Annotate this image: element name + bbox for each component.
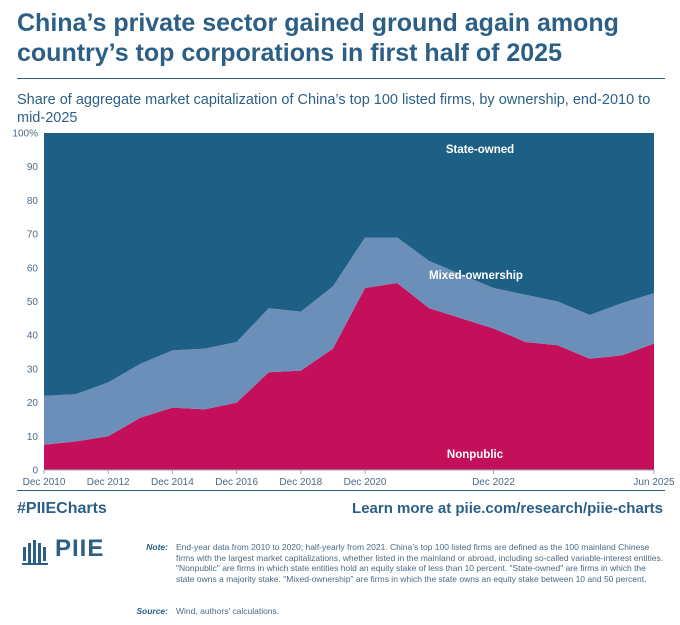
note-text: End-year data from 2010 to 2020; half-ye… bbox=[176, 542, 664, 584]
x-tick-label: Dec 2022 bbox=[472, 477, 515, 488]
area-state-owned bbox=[44, 133, 654, 396]
piie-logo-icon bbox=[22, 540, 48, 565]
piie-logo-text: PIIE bbox=[55, 535, 105, 562]
y-tick-label: 0 bbox=[32, 466, 38, 477]
y-tick-label: 90 bbox=[27, 162, 39, 173]
y-tick-label: 50 bbox=[27, 297, 39, 308]
x-tick-label: Dec 2012 bbox=[87, 477, 130, 488]
y-tick-label: 40 bbox=[27, 331, 39, 342]
y-tick-label: 60 bbox=[27, 263, 39, 274]
y-tick-label: 100% bbox=[12, 129, 38, 140]
x-tick-label: Dec 2016 bbox=[215, 477, 258, 488]
chart-subtitle: Share of aggregate market capitalization… bbox=[17, 92, 651, 126]
x-tick-label: Jun 2025 bbox=[633, 477, 675, 488]
source-text: Wind, authors’ calculations. bbox=[176, 606, 280, 616]
title-divider bbox=[17, 78, 665, 79]
annotation-state-owned: State-owned bbox=[446, 144, 514, 156]
area-chart: 0 10 20 30 40 50 60 70 80 90 100% Dec 2010 Dec 2012 D… bbox=[12, 129, 675, 489]
x-tick-label: Dec 2010 bbox=[23, 477, 66, 488]
area-nonpublic bbox=[44, 282, 654, 470]
x-tick-label: Dec 2020 bbox=[344, 477, 387, 488]
y-tick-label: 10 bbox=[27, 432, 39, 443]
x-tick-label: Dec 2018 bbox=[279, 477, 322, 488]
y-tick-label: 70 bbox=[27, 230, 39, 241]
hashtag: #PIIECharts bbox=[17, 500, 107, 517]
note-label: Note: bbox=[146, 542, 168, 552]
footer-divider bbox=[17, 490, 665, 491]
x-tick-label: Dec 2014 bbox=[151, 477, 194, 488]
source-label: Source: bbox=[136, 606, 168, 616]
y-tick-label: 20 bbox=[27, 398, 39, 409]
annotation-mixed-ownership: Mixed-ownership bbox=[429, 270, 523, 282]
learn-more-link[interactable]: Learn more at piie.com/research/piie-cha… bbox=[352, 500, 663, 517]
annotation-nonpublic: Nonpublic bbox=[447, 449, 504, 461]
y-tick-label: 80 bbox=[27, 196, 39, 207]
area-mixed-ownership bbox=[44, 237, 654, 445]
chart-title: China’s private sector gained ground aga… bbox=[17, 9, 619, 67]
y-tick-label: 30 bbox=[27, 364, 39, 375]
